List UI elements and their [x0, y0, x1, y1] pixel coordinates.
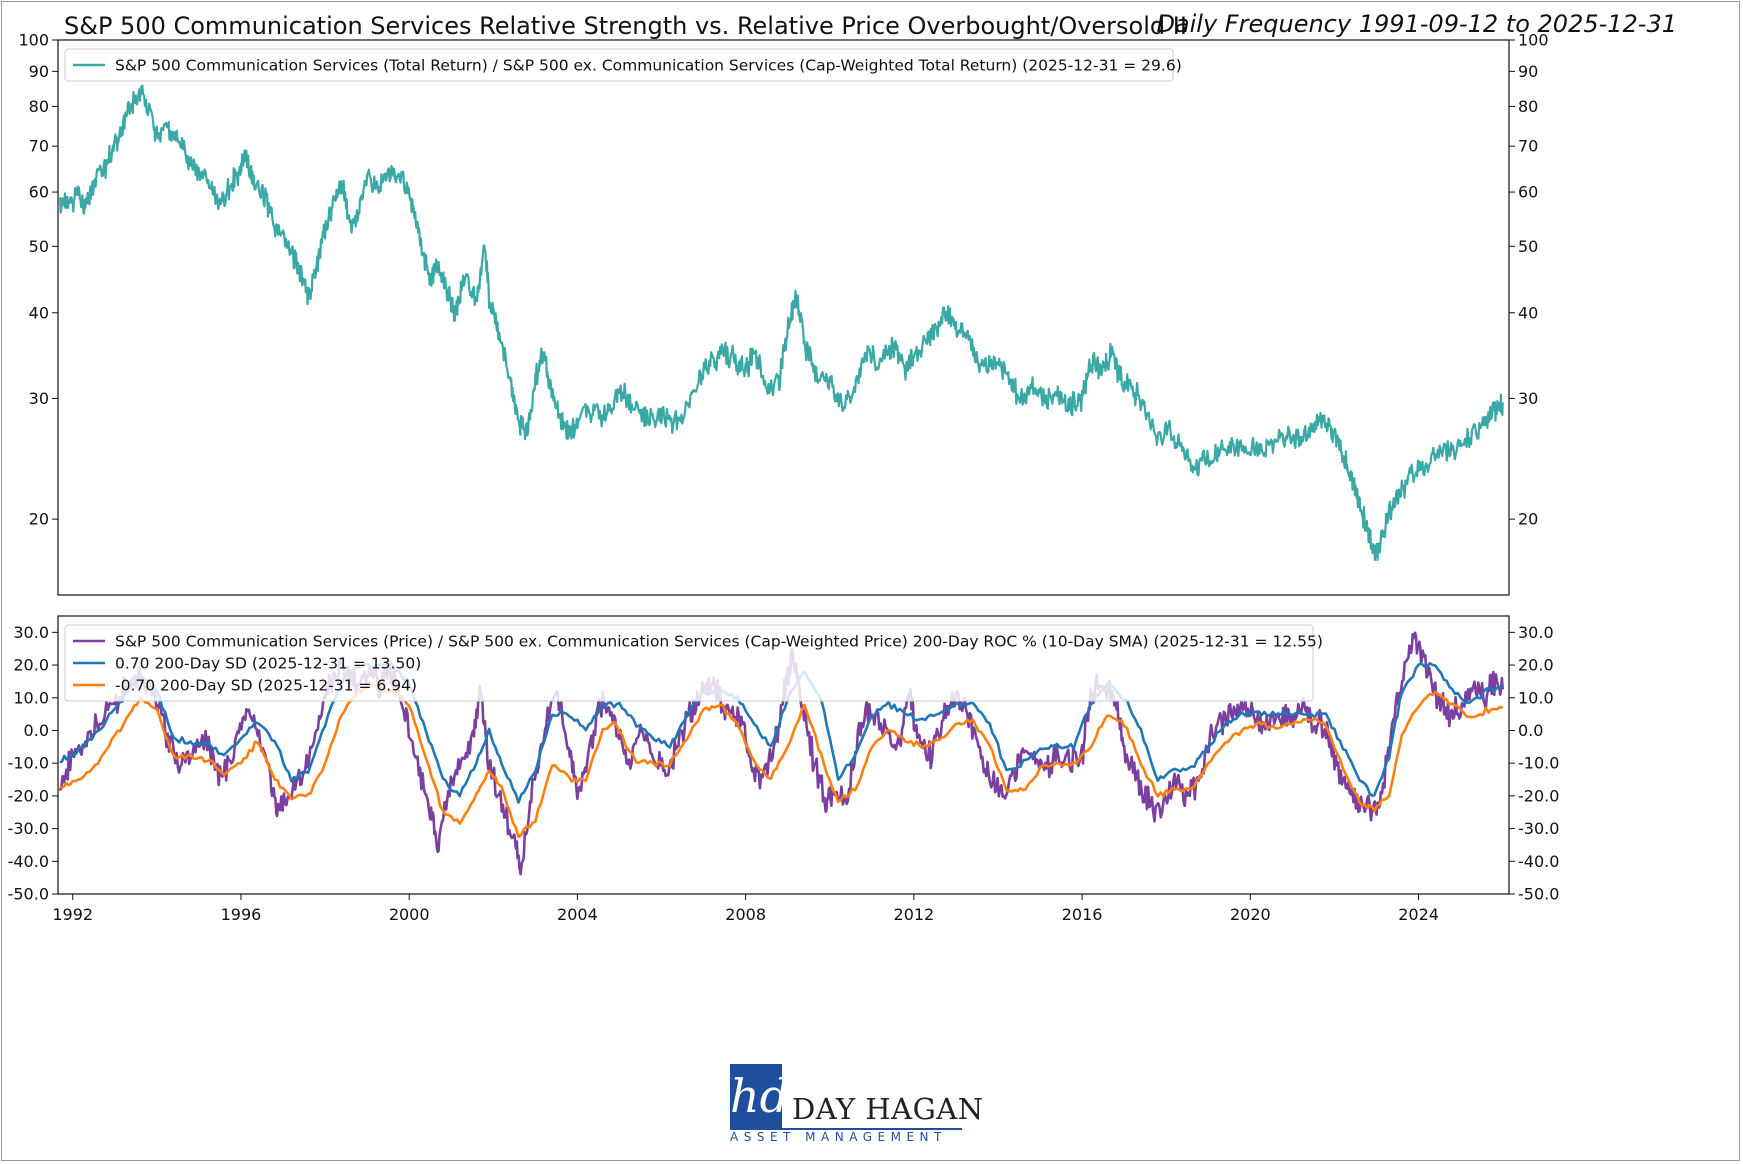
y-tick-label-right: 90 — [1518, 62, 1538, 81]
logo-subtitle: ASSET MANAGEMENT — [730, 1130, 947, 1144]
y-tick-label-right: -10.0 — [1518, 754, 1559, 773]
y-tick-label-right: 0.0 — [1518, 721, 1543, 740]
y-tick-label-left: -20.0 — [8, 786, 49, 805]
series-line-1 — [59, 84, 1504, 562]
series-line-2 — [59, 661, 1504, 804]
y-tick-label-left: 30.0 — [13, 623, 49, 642]
chart-title: S&P 500 Communication Services Relative … — [64, 12, 1187, 40]
x-tick-label: 2000 — [389, 905, 430, 924]
logo-mark-box — [730, 1064, 782, 1128]
legend-entry-1: S&P 500 Communication Services (Price) /… — [115, 633, 1323, 651]
x-tick-label: 1992 — [52, 905, 93, 924]
y-tick-label-left: 70 — [29, 137, 49, 156]
panel-border — [57, 615, 1510, 895]
y-tick-label-left: -50.0 — [8, 885, 49, 904]
y-tick-label-right: 50 — [1518, 237, 1538, 256]
y-tick-label-left: 20.0 — [13, 656, 49, 675]
y-tick-label-right: -50.0 — [1518, 885, 1559, 904]
y-tick-label-left: -40.0 — [8, 852, 49, 871]
series-line-3 — [59, 683, 1504, 839]
y-tick-label-left: -10.0 — [8, 754, 49, 773]
y-tick-label-right: -40.0 — [1518, 852, 1559, 871]
y-tick-label-right: -30.0 — [1518, 819, 1559, 838]
y-tick-label-left: 60 — [29, 183, 49, 202]
logo-rule — [730, 1128, 962, 1130]
legend-entry-2: 0.70 200-Day SD (2025-12-31 = 13.50) — [115, 655, 421, 673]
y-tick-label-right: 30 — [1518, 389, 1538, 408]
day-hagan-logo: hd DAY HAGAN ASSET MANAGEMENT — [730, 1062, 983, 1150]
x-tick-label: 2004 — [557, 905, 598, 924]
y-tick-label-left: 0.0 — [24, 721, 49, 740]
logo-mark: hd — [730, 1069, 790, 1123]
logo-name: DAY HAGAN — [792, 1092, 984, 1126]
y-tick-label-left: -30.0 — [8, 819, 49, 838]
y-tick-label-right: 80 — [1518, 97, 1538, 116]
x-tick-label: 1996 — [221, 905, 262, 924]
y-tick-label-right: 40 — [1518, 303, 1538, 322]
y-tick-label-left: 80 — [29, 97, 49, 116]
y-tick-label-right: 70 — [1518, 137, 1538, 156]
x-tick-label: 2016 — [1062, 905, 1103, 924]
y-tick-label-right: 60 — [1518, 183, 1538, 202]
y-tick-label-left: 100 — [18, 31, 49, 50]
panel-1: 20 20 30 30 40 40 50 50 60 60 70 70 80 80 90 90 100 100 S&… — [18, 31, 1549, 596]
y-tick-label-right: 20 — [1518, 510, 1538, 529]
x-tick-label: 2024 — [1398, 905, 1439, 924]
y-tick-label-right: 30.0 — [1518, 623, 1554, 642]
y-tick-label-right: -20.0 — [1518, 786, 1559, 805]
panel-border — [57, 39, 1510, 596]
panel-2: 30.0 30.0 20.0 20.0 10.0 10.0 0.0 0.0 -10.0 -10.0… — [8, 615, 1559, 924]
y-tick-label-left: 40 — [29, 303, 49, 322]
y-tick-label-left: 20 — [29, 510, 49, 529]
y-tick-label-right: 10.0 — [1518, 688, 1554, 707]
x-tick-label: 2020 — [1230, 905, 1271, 924]
y-tick-label-left: 10.0 — [13, 688, 49, 707]
x-tick-label: 2012 — [894, 905, 935, 924]
chart-subtitle: Daily Frequency 1991-09-12 to 2025-12-31 — [1156, 10, 1677, 38]
legend-entry-3: -0.70 200-Day SD (2025-12-31 = 6.94) — [115, 677, 417, 695]
y-tick-label-right: 20.0 — [1518, 656, 1554, 675]
y-tick-label-left: 50 — [29, 237, 49, 256]
legend-box — [64, 48, 1174, 82]
y-tick-label-left: 30 — [29, 389, 49, 408]
legend-box — [64, 624, 1314, 702]
y-tick-label-left: 90 — [29, 62, 49, 81]
x-tick-label: 2008 — [725, 905, 766, 924]
y-tick-label-right: 100 — [1518, 31, 1549, 50]
legend-entry-1: S&P 500 Communication Services (Total Re… — [115, 57, 1182, 75]
